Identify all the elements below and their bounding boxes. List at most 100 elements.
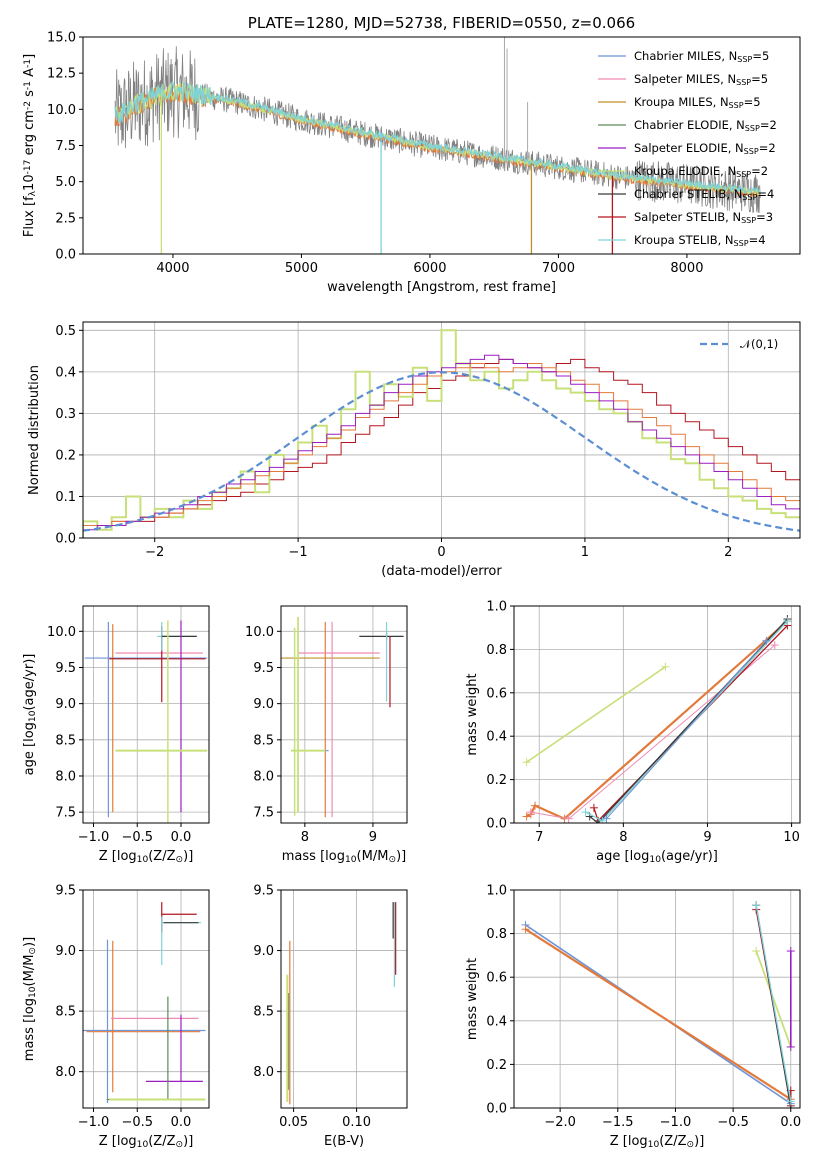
errorbar-point bbox=[161, 902, 197, 933]
y-axis-label: age [log10(age/yr)] bbox=[22, 654, 38, 776]
y-tick-label: 8.0 bbox=[253, 769, 274, 784]
x-axis-label: Z [log10(Z/Z⊙)] bbox=[610, 1134, 705, 1150]
x-tick-label: 1 bbox=[581, 545, 589, 560]
weight-line bbox=[526, 666, 666, 763]
x-tick-label: 0.0 bbox=[171, 830, 192, 845]
x-tick-label: −1.0 bbox=[78, 1115, 110, 1130]
legend-label: 𝒩(0,1) bbox=[740, 337, 778, 351]
x-tick-label: −1.0 bbox=[78, 830, 110, 845]
legend-label: Salpeter STELIB, NSSP=3 bbox=[634, 210, 773, 225]
y-tick-label: 0.3 bbox=[55, 407, 76, 422]
y-tick-label: 9.5 bbox=[55, 884, 76, 899]
x-axis-label: Z [log10(Z/Z⊙)] bbox=[99, 1134, 194, 1150]
y-tick-label: 0.4 bbox=[55, 365, 76, 380]
weight-marker bbox=[522, 812, 531, 821]
y-tick-label: 8.5 bbox=[55, 1005, 76, 1020]
weight-marker bbox=[786, 947, 795, 956]
y-tick-label: 8.0 bbox=[253, 1065, 274, 1080]
y-tick-label: 8.5 bbox=[253, 1005, 274, 1020]
y-tick-label: 7.5 bbox=[55, 139, 76, 154]
weight-marker bbox=[770, 641, 779, 650]
x-tick-label: 0.0 bbox=[780, 1115, 801, 1130]
errorbar-point bbox=[106, 996, 203, 1101]
legend-label: Chabrier STELIB, NSSP=4 bbox=[634, 187, 774, 202]
chart-weight_vs_age: 7 8 9 10 0.0 0.2 0.4 0.6 0.8 1.0 age [log10(age/yr… bbox=[465, 600, 801, 865]
x-tick-label: −2.0 bbox=[544, 1115, 576, 1130]
x-tick-label: 7 bbox=[535, 830, 543, 845]
x-tick-label: 7000 bbox=[542, 261, 575, 276]
errorbar-point bbox=[146, 1014, 203, 1082]
y-tick-label: 1.0 bbox=[486, 600, 507, 615]
errorbar-point bbox=[86, 940, 201, 1093]
plot-area bbox=[281, 616, 404, 818]
weight-marker bbox=[752, 947, 761, 956]
weight-marker bbox=[762, 636, 771, 645]
y-tick-label: 9.0 bbox=[55, 944, 76, 959]
x-tick-label: −0.5 bbox=[121, 830, 153, 845]
chart-age_vs_Z: −1.0 −0.5 0.0 7.5 8.0 8.5 9.0 9.5 10.0 Z [log10(Z… bbox=[22, 605, 210, 865]
weight-marker bbox=[521, 925, 530, 934]
plot-area bbox=[83, 902, 206, 1104]
x-tick-label: 4000 bbox=[156, 261, 189, 276]
x-axis-label: Z [log10(Z/Z⊙)] bbox=[99, 849, 194, 865]
weight-marker bbox=[783, 617, 792, 626]
y-tick-label: 10.0 bbox=[47, 103, 76, 118]
legend-label: Salpeter ELODIE, NSSP=2 bbox=[634, 141, 776, 156]
y-tick-label: 8.5 bbox=[55, 733, 76, 748]
chart-residuals: −2 −1 0 1 2 0.0 0.1 0.2 0.3 0.4 0.5 (data-model)/er… bbox=[27, 321, 801, 579]
y-tick-label: 8.0 bbox=[55, 769, 76, 784]
plot-area bbox=[522, 615, 792, 823]
y-tick-label: 0.4 bbox=[486, 1014, 507, 1029]
legend-label: Chabrier ELODIE, NSSP=2 bbox=[634, 118, 777, 133]
weight-line bbox=[524, 928, 792, 1101]
errorbar-point bbox=[161, 916, 202, 966]
weight-marker bbox=[786, 1097, 795, 1106]
y-tick-label: 9.5 bbox=[253, 884, 274, 899]
y-tick-label: 2.5 bbox=[55, 211, 76, 226]
y-axis-label: mass [log10(M/M⊙)] bbox=[22, 937, 38, 1061]
x-tick-label: 0.05 bbox=[279, 1115, 308, 1130]
model-spectrum-line bbox=[114, 81, 761, 195]
errorbar-point bbox=[109, 626, 206, 703]
x-tick-label: −1.5 bbox=[602, 1115, 634, 1130]
axes-frame bbox=[280, 605, 408, 824]
chart-spectrum: 4000 5000 6000 7000 8000 0.0 2.5 5.0 7.5 10.0 12.5… bbox=[22, 14, 801, 295]
weight-marker bbox=[531, 801, 540, 810]
weight-marker bbox=[522, 758, 531, 767]
weight-marker bbox=[589, 803, 598, 812]
weight-marker bbox=[752, 901, 761, 910]
y-axis-label: mass weight bbox=[465, 958, 480, 1040]
y-tick-label: 8.5 bbox=[253, 733, 274, 748]
y-tick-label: 10.0 bbox=[47, 625, 76, 640]
axes-frame bbox=[513, 889, 801, 1109]
plot-area bbox=[114, 37, 761, 254]
x-tick-label: 8 bbox=[301, 830, 309, 845]
axes-frame bbox=[280, 889, 408, 1109]
y-tick-label: 9.5 bbox=[253, 661, 274, 676]
histogram-series bbox=[83, 363, 800, 538]
axes-frame bbox=[513, 605, 801, 824]
y-tick-label: 0.6 bbox=[486, 971, 507, 986]
x-axis-label: wavelength [Angstrom, rest frame] bbox=[327, 280, 556, 295]
x-axis-label: mass [log10(M/M⊙)] bbox=[282, 849, 406, 865]
x-tick-label: −0.5 bbox=[121, 1115, 153, 1130]
x-tick-label: −1 bbox=[289, 545, 308, 560]
x-tick-label: 5000 bbox=[285, 261, 318, 276]
y-tick-label: 9.0 bbox=[55, 697, 76, 712]
chart-title: PLATE=1280, MJD=52738, FIBERID=0550, z=0… bbox=[248, 14, 635, 32]
weight-line bbox=[755, 950, 792, 1048]
legend: Chabrier MILES, NSSP=5 Salpeter MILES, NS… bbox=[598, 49, 777, 248]
x-axis-label: age [log10(age/yr)] bbox=[596, 849, 718, 865]
y-tick-label: 0.5 bbox=[55, 324, 76, 339]
x-tick-label: 0 bbox=[437, 545, 445, 560]
y-tick-label: 0.0 bbox=[55, 532, 76, 547]
x-tick-label: 0.10 bbox=[342, 1115, 371, 1130]
legend-label: Kroupa STELIB, NSSP=4 bbox=[634, 233, 766, 248]
x-axis-label: E(B-V) bbox=[324, 1134, 364, 1149]
y-tick-label: 5.0 bbox=[55, 175, 76, 190]
y-tick-label: 1.0 bbox=[486, 884, 507, 899]
weight-marker bbox=[594, 819, 603, 823]
y-tick-label: 0.0 bbox=[55, 248, 76, 263]
weight-line bbox=[606, 640, 767, 820]
